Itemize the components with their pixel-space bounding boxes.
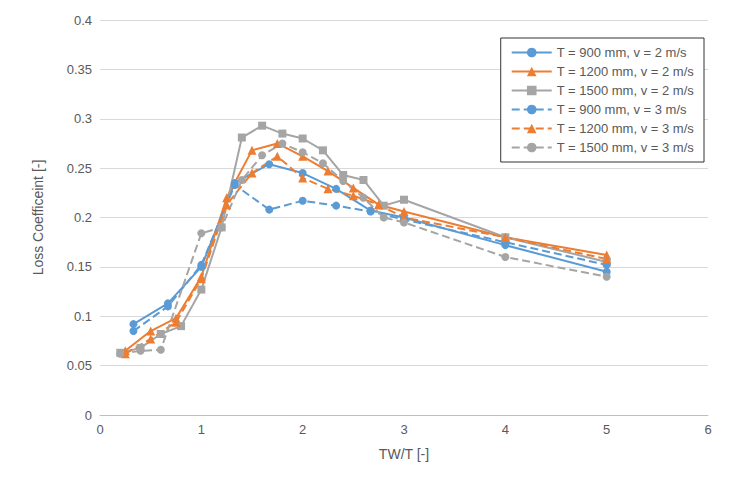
svg-text:T = 900 mm, v = 3 m/s: T = 900 mm, v = 3 m/s — [557, 102, 687, 117]
svg-text:0.2: 0.2 — [74, 210, 92, 225]
svg-text:1: 1 — [198, 422, 205, 437]
svg-text:Loss Coefficeint [-]: Loss Coefficeint [-] — [30, 160, 46, 276]
svg-text:0.25: 0.25 — [67, 161, 92, 176]
svg-text:2: 2 — [299, 422, 306, 437]
svg-text:0.4: 0.4 — [74, 13, 92, 28]
svg-text:3: 3 — [400, 422, 407, 437]
svg-text:6: 6 — [704, 422, 711, 437]
svg-text:4: 4 — [502, 422, 509, 437]
svg-text:0.3: 0.3 — [74, 111, 92, 126]
svg-text:0.05: 0.05 — [67, 358, 92, 373]
svg-text:T = 1200 mm, v = 2 m/s: T = 1200 mm, v = 2 m/s — [557, 64, 695, 79]
svg-text:T = 900 mm, v = 2 m/s: T = 900 mm, v = 2 m/s — [557, 45, 687, 60]
svg-text:0.35: 0.35 — [67, 62, 92, 77]
svg-text:0.15: 0.15 — [67, 259, 92, 274]
svg-text:T = 1500 mm, v = 2 m/s: T = 1500 mm, v = 2 m/s — [557, 83, 695, 98]
svg-text:TW/T [-]: TW/T [-] — [379, 446, 429, 462]
svg-text:0: 0 — [96, 422, 103, 437]
svg-text:T = 1200 mm, v = 3 m/s: T = 1200 mm, v = 3 m/s — [557, 121, 695, 136]
svg-text:T = 1500 mm, v = 3 m/s: T = 1500 mm, v = 3 m/s — [557, 140, 695, 155]
svg-text:0.1: 0.1 — [74, 309, 92, 324]
svg-text:5: 5 — [603, 422, 610, 437]
svg-text:0: 0 — [85, 408, 92, 423]
